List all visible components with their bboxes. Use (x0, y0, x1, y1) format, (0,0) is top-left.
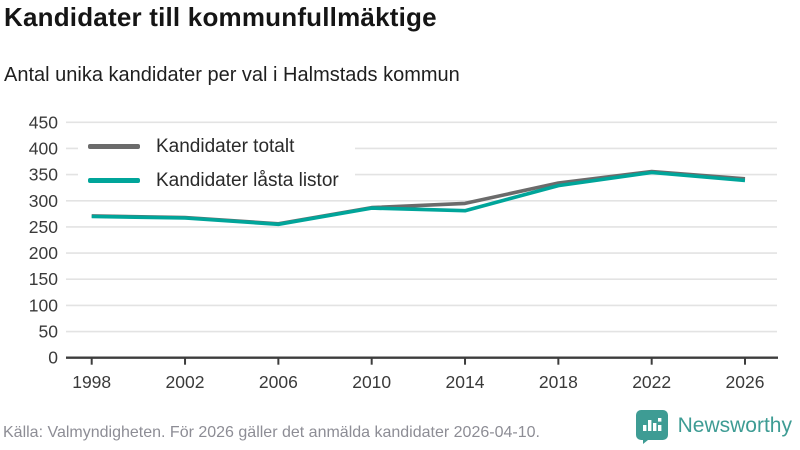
chart-title: Kandidater till kommunfullmäktige (4, 2, 437, 32)
legend-item-totalt: Kandidater totalt (88, 133, 339, 160)
x-axis-tick-label: 2018 (539, 372, 578, 392)
legend-item-lasta-listor: Kandidater låsta listor (88, 167, 339, 194)
x-axis-tick-label: 2022 (632, 372, 671, 392)
y-axis-tick-label: 100 (29, 295, 58, 315)
legend-label: Kandidater totalt (156, 135, 295, 157)
legend-swatch-gray (88, 144, 140, 149)
y-axis-tick-label: 50 (39, 322, 59, 342)
x-axis-tick-label: 2026 (726, 372, 765, 392)
chart-footer: Källa: Valmyndigheten. För 2026 gäller d… (0, 410, 800, 450)
x-axis-tick-label: 2010 (352, 372, 391, 392)
legend-label: Kandidater låsta listor (156, 169, 339, 191)
y-axis-tick-label: 200 (29, 243, 58, 263)
y-axis-tick-label: 0 (48, 348, 58, 368)
x-axis-tick-label: 2002 (166, 372, 205, 392)
brand-name: Newsworthy (677, 414, 792, 437)
source-note: Källa: Valmyndigheten. För 2026 gäller d… (3, 424, 540, 441)
chart-legend: Kandidater totalt Kandidater låsta listo… (78, 131, 355, 198)
legend-swatch-teal (88, 178, 140, 183)
y-axis-tick-label: 450 (29, 112, 58, 132)
chart-subtitle: Antal unika kandidater per val i Halmsta… (4, 64, 460, 86)
newsworthy-logo: Newsworthy (634, 408, 792, 444)
y-axis-tick-label: 150 (29, 269, 58, 289)
y-axis-tick-label: 400 (29, 138, 58, 158)
x-axis-tick-label: 2006 (259, 372, 298, 392)
y-axis-tick-label: 350 (29, 165, 58, 185)
y-axis-tick-label: 250 (29, 217, 58, 237)
x-axis-tick-label: 2014 (446, 372, 485, 392)
series-line-lasta-listor (91, 170, 746, 227)
bar-chart-speech-bubble-icon (635, 410, 668, 444)
x-axis-tick-label: 1998 (72, 372, 111, 392)
y-axis-tick-label: 300 (29, 191, 58, 211)
